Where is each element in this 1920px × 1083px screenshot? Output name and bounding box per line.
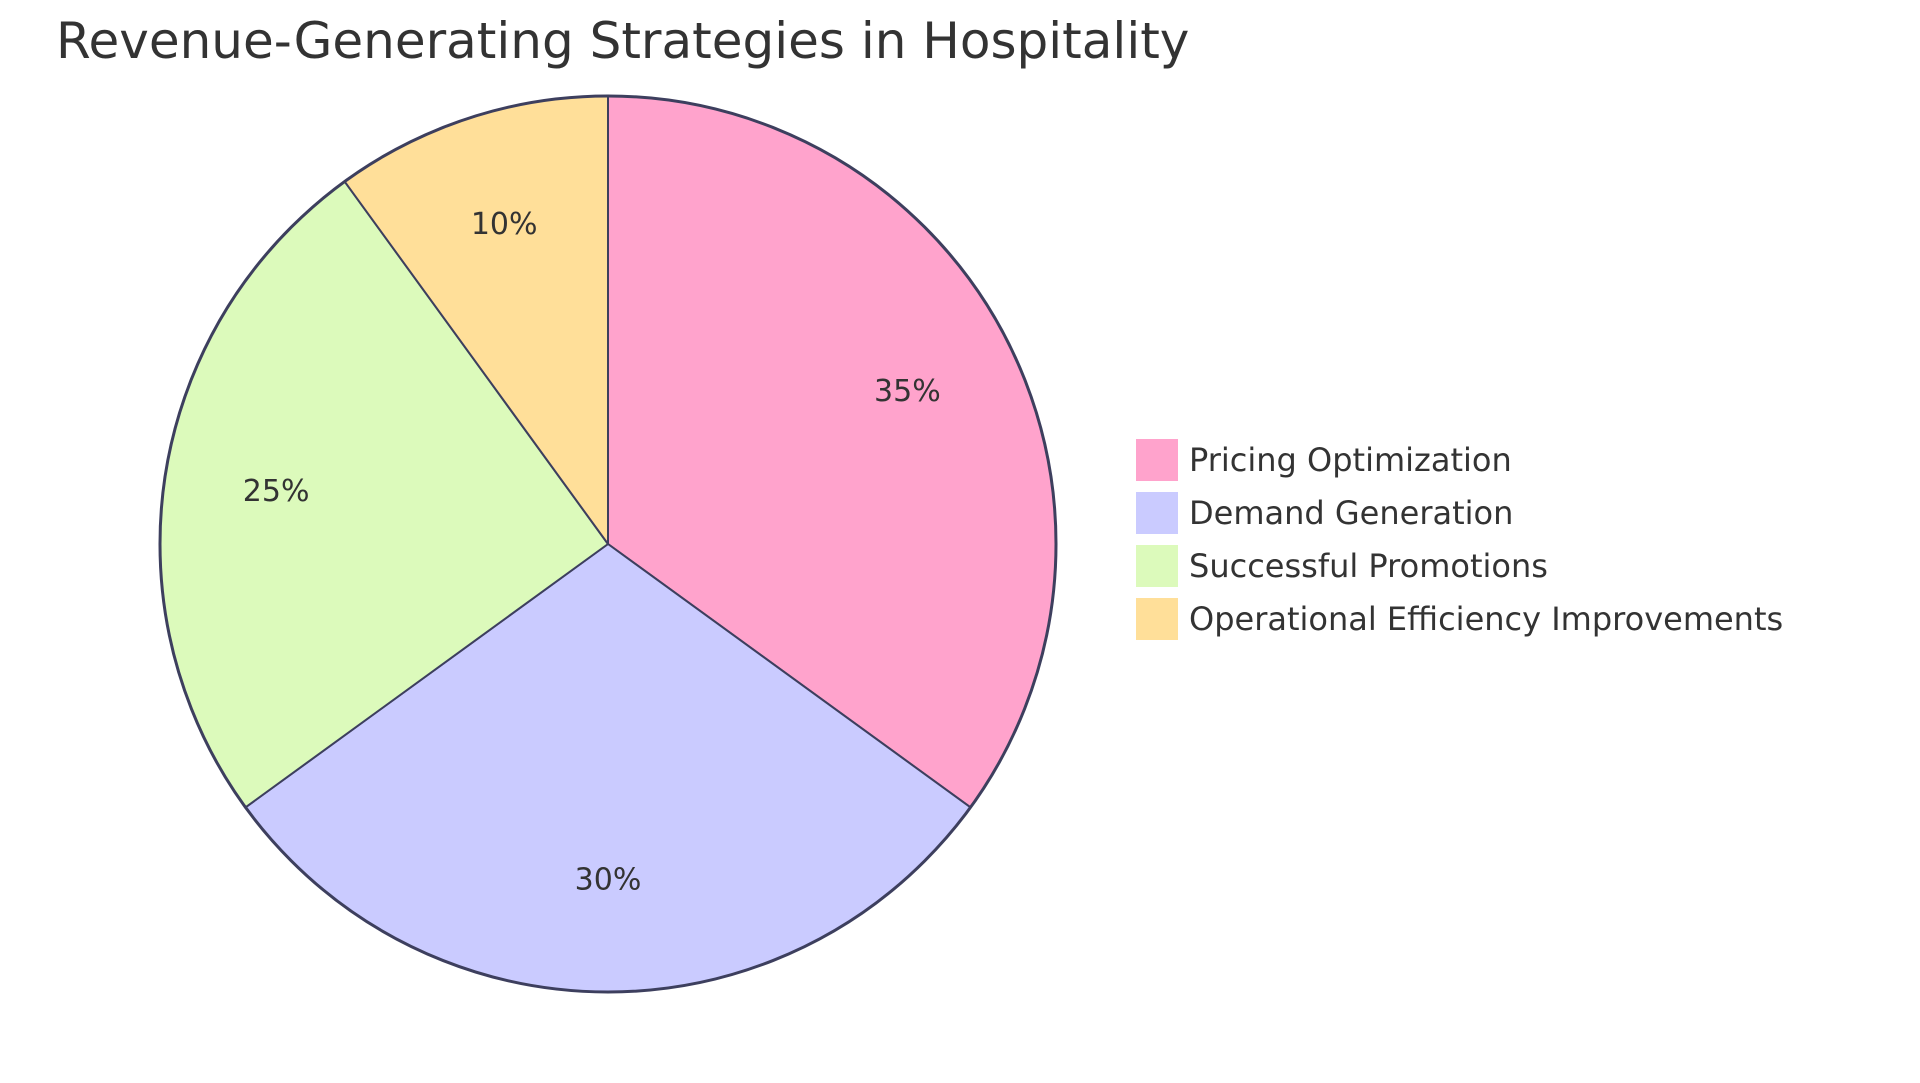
legend-label-pricing-optimization: Pricing Optimization — [1189, 441, 1512, 479]
legend-swatch-pricing-optimization — [1134, 437, 1180, 483]
legend-swatch-successful-promotions — [1134, 543, 1180, 589]
pie-slice-labels: 35% 30% 25% 10% — [243, 207, 941, 898]
legend: Pricing Optimization Demand Generation Suc… — [1134, 437, 1783, 642]
slice-label-operational-efficiency-improvements: 10% — [471, 207, 538, 242]
pie-outline — [158, 94, 1058, 994]
legend-label-successful-promotions: Successful Promotions — [1189, 547, 1548, 585]
chart-title: Revenue-Generating Strategies in Hospita… — [56, 12, 1189, 70]
slice-label-pricing-optimization: 35% — [874, 374, 941, 409]
slice-label-demand-generation: 30% — [575, 863, 642, 898]
legend-swatch-operational-efficiency-improvements — [1134, 596, 1180, 642]
pie-slices — [158, 94, 1058, 994]
legend-label-operational-efficiency-improvements: Operational Efficiency Improvements — [1189, 600, 1783, 638]
legend-label-demand-generation: Demand Generation — [1189, 494, 1513, 532]
legend-swatch-demand-generation — [1134, 490, 1180, 536]
slice-label-successful-promotions: 25% — [243, 474, 310, 509]
